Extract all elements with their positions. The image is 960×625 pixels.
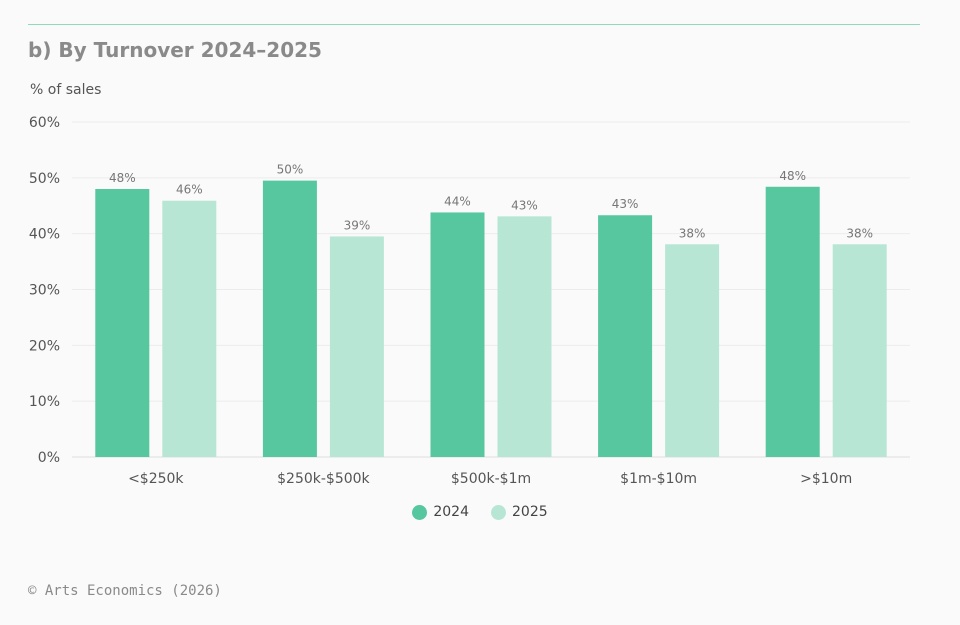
y-tick-label: 20% xyxy=(29,338,60,354)
y-tick-label: 10% xyxy=(29,394,60,410)
legend-item-2024[interactable]: 2024 xyxy=(412,504,469,520)
y-tick-label: 40% xyxy=(29,227,60,243)
legend-swatch-2025 xyxy=(491,504,506,520)
legend-label-2025: 2025 xyxy=(512,504,548,520)
data-label-2025: 46% xyxy=(176,183,203,197)
data-label-2025: 38% xyxy=(679,226,706,240)
data-label-2024: 48% xyxy=(779,169,806,183)
data-label-2025: 43% xyxy=(511,198,538,212)
x-tick-label: <$250k xyxy=(128,471,184,487)
legend-label-2024: 2024 xyxy=(433,504,469,520)
chart-title: b) By Turnover 2024–2025 xyxy=(28,38,322,62)
data-label-2024: 43% xyxy=(612,197,639,211)
bar-chart: 0% 10% 20% 30% 40% 50% 60% 48% 46% <$250k 50% 39% $2… xyxy=(29,115,910,487)
data-label-2024: 44% xyxy=(444,194,471,208)
y-tick-label: 60% xyxy=(29,115,60,131)
data-label-2025: 39% xyxy=(344,218,371,232)
source-credit: © Arts Economics (2026) xyxy=(28,583,222,599)
bar-2025 xyxy=(329,236,384,457)
legend-swatch-2024 xyxy=(412,504,428,520)
legend-item-2025[interactable]: 2025 xyxy=(491,504,548,520)
bar-2024 xyxy=(430,212,485,457)
data-label-2024: 50% xyxy=(277,163,304,177)
top-rule xyxy=(28,24,920,25)
bar-2024 xyxy=(95,189,150,457)
bar-2025 xyxy=(497,216,552,457)
bar-2024 xyxy=(262,180,317,457)
x-tick-label: >$10m xyxy=(800,471,852,487)
y-axis-label: % of sales xyxy=(30,82,102,98)
bar-2025 xyxy=(665,244,720,457)
x-tick-label: $250k-$500k xyxy=(277,471,370,487)
y-tick-label: 30% xyxy=(29,283,60,299)
bar-2024 xyxy=(598,215,653,457)
data-label-2024: 48% xyxy=(109,171,136,185)
x-tick-label: $500k-$1m xyxy=(451,471,531,487)
data-label-2025: 38% xyxy=(846,226,873,240)
legend: 2024 2025 xyxy=(0,504,960,520)
y-tick-label: 50% xyxy=(29,171,60,187)
x-tick-label: $1m-$10m xyxy=(620,471,697,487)
bar-2025 xyxy=(832,244,887,457)
y-tick-label: 0% xyxy=(38,450,60,466)
bar-2025 xyxy=(162,200,217,457)
bar-2024 xyxy=(765,186,820,457)
